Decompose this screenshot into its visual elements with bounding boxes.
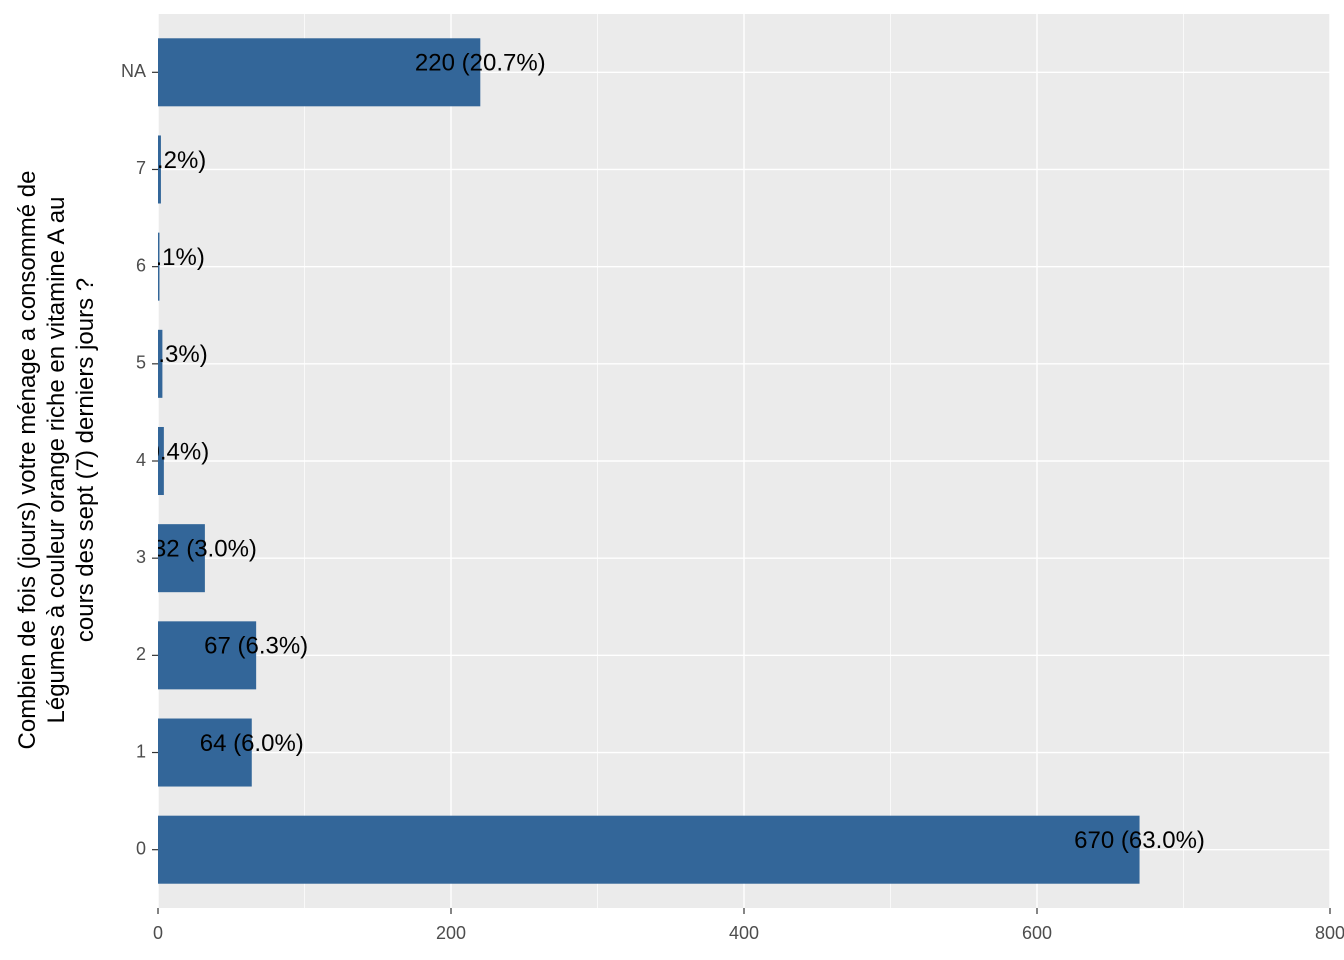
bar <box>158 135 161 204</box>
bar <box>158 38 481 107</box>
bar <box>158 718 252 787</box>
x-tick-label: 400 <box>729 923 759 943</box>
value-label: 220 (20.7%) <box>415 50 546 77</box>
value-label: 67 (6.3%) <box>204 633 308 660</box>
bar <box>158 232 160 301</box>
x-tick-label: 200 <box>436 923 466 943</box>
y-tick-label: 2 <box>136 644 146 664</box>
value-label: 32 (3.0%) <box>153 536 257 563</box>
y-tick-label: 0 <box>136 838 146 858</box>
y-tick-label: 7 <box>136 158 146 178</box>
x-tick-label: 600 <box>1022 923 1052 943</box>
x-tick-label: 800 <box>1315 923 1344 943</box>
value-label: 2 (0.2%) <box>116 147 207 174</box>
y-tick-label: NA <box>121 61 146 81</box>
bar <box>158 621 257 690</box>
bar <box>158 426 164 496</box>
value-label: 3 (0.3%) <box>117 341 208 368</box>
value-label: 1 (0.1%) <box>114 244 205 271</box>
x-tick-label: 0 <box>153 923 163 943</box>
value-label: 64 (6.0%) <box>200 730 304 757</box>
bar <box>158 329 163 398</box>
y-axis-title: Combien de fois (jours) votre ménage a c… <box>14 171 99 750</box>
value-label: 670 (63.0%) <box>1074 827 1205 854</box>
bars: 670 (63.0%) 64 (6.0%) 67 (6.3%) 32 (3.0%) 4 … <box>114 38 1205 884</box>
y-tick-label: 6 <box>136 255 146 275</box>
y-tick-label: 1 <box>136 741 146 761</box>
y-tick-label: 4 <box>136 450 146 470</box>
y-tick-label: 5 <box>136 353 146 373</box>
y-tick-label: 3 <box>136 547 146 567</box>
value-label: 4 (0.4%) <box>119 438 210 465</box>
bar <box>158 524 205 593</box>
bar <box>158 815 1140 884</box>
